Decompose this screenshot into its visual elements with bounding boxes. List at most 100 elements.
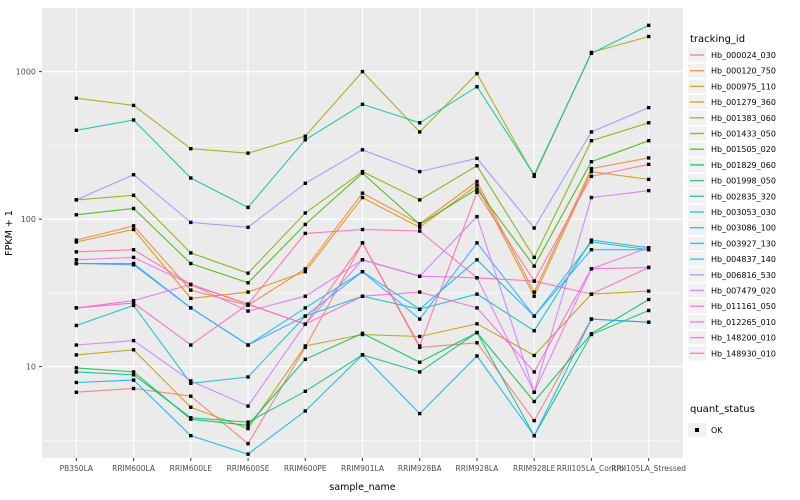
legend-item-Hb_000975_110: Hb_000975_110 (688, 79, 776, 94)
legend-label: Hb_004837_140 (711, 255, 776, 264)
data-point (74, 240, 79, 244)
data-point (475, 330, 479, 335)
x-tick-label: RRIM600PE (284, 464, 327, 473)
legend-label: Hb_011161_050 (711, 302, 776, 311)
data-point (131, 255, 136, 260)
data-point (360, 148, 365, 152)
data-point (74, 306, 79, 310)
data-point (189, 405, 193, 409)
data-point (646, 139, 651, 143)
data-point (131, 173, 136, 177)
legend-label: Hb_001383_060 (711, 114, 776, 123)
data-point (646, 177, 651, 182)
legend-label: Hb_001279_360 (711, 98, 776, 107)
data-point (246, 271, 250, 275)
data-point (418, 225, 422, 229)
data-point (74, 258, 79, 262)
legend-label: Hb_000120_750 (711, 67, 776, 76)
y-tick-label: 10 (26, 362, 36, 371)
data-point (475, 71, 479, 76)
data-point (360, 294, 365, 298)
data-point (418, 307, 422, 311)
data-point (189, 176, 193, 180)
data-point (189, 282, 193, 287)
data-point (589, 248, 594, 252)
legend-item-Hb_001383_060: Hb_001383_060 (688, 110, 776, 125)
data-point (646, 265, 651, 270)
data-point (360, 191, 365, 195)
data-point (418, 334, 422, 339)
data-point (475, 156, 479, 161)
data-point (418, 317, 422, 321)
data-point (303, 389, 307, 393)
data-point (246, 423, 250, 427)
y-axis-title: FPKM + 1 (4, 210, 15, 256)
data-point (360, 269, 365, 274)
data-point (246, 343, 250, 347)
legend-item-Hb_003086_100: Hb_003086_100 (688, 220, 776, 235)
data-point (303, 269, 307, 274)
x-tick-label: RRIM600LE (170, 464, 213, 473)
legend-label: Hb_003086_100 (711, 224, 776, 233)
y-tick-label: 100 (21, 215, 36, 224)
data-point (360, 227, 365, 232)
legend-item-Hb_148200_010: Hb_148200_010 (688, 330, 776, 345)
data-point (532, 418, 536, 423)
data-point (646, 121, 651, 125)
data-point (646, 297, 651, 302)
data-point (131, 118, 136, 122)
data-point (74, 198, 79, 202)
data-point (589, 169, 594, 174)
legend-item-Hb_006816_530: Hb_006816_530 (688, 267, 776, 282)
data-point (131, 301, 136, 305)
legend-label: Hb_001998_050 (711, 177, 776, 186)
data-point (418, 130, 422, 134)
legend-item-Hb_000024_030: Hb_000024_030 (688, 48, 776, 63)
data-point (74, 250, 79, 254)
data-point (589, 160, 594, 164)
data-point (646, 34, 651, 39)
legend-label: Hb_012265_010 (711, 318, 776, 327)
data-point (532, 329, 536, 333)
data-point (475, 187, 479, 191)
legend-title-quant-status: quant_status (690, 404, 755, 415)
x-tick-label: RRIM600SE (227, 464, 270, 473)
data-point (646, 308, 651, 313)
data-point (131, 224, 136, 228)
data-point (303, 181, 307, 185)
data-point (360, 171, 365, 175)
legend-label: Hb_148200_010 (711, 334, 776, 343)
x-tick-label: RRIM928BA (398, 464, 443, 473)
data-point (532, 226, 536, 230)
data-point (189, 288, 193, 292)
data-point (303, 138, 307, 142)
data-point (131, 348, 136, 352)
data-point (475, 241, 479, 245)
legend-item-Hb_001998_050: Hb_001998_050 (688, 173, 776, 188)
legend-label: Hb_148930_010 (711, 349, 776, 358)
data-point (74, 323, 79, 328)
legend-item-Hb_012265_010: Hb_012265_010 (688, 314, 776, 330)
data-point (646, 248, 651, 252)
data-point (303, 357, 307, 362)
data-point (532, 314, 536, 318)
data-point (303, 294, 307, 298)
data-point (303, 344, 307, 348)
data-point (589, 317, 594, 321)
data-point (74, 261, 79, 266)
data-point (303, 409, 307, 413)
data-point (475, 179, 479, 184)
data-point (189, 381, 193, 386)
x-tick-label: RRII105LA_Control (557, 464, 627, 473)
data-point (74, 96, 79, 100)
data-point (589, 332, 594, 337)
data-point (303, 267, 307, 271)
data-point (418, 198, 422, 202)
legend-item-Hb_002835_320: Hb_002835_320 (688, 189, 776, 204)
data-point (131, 378, 136, 382)
data-point (131, 248, 136, 252)
data-point (303, 306, 307, 310)
data-point (475, 292, 479, 296)
